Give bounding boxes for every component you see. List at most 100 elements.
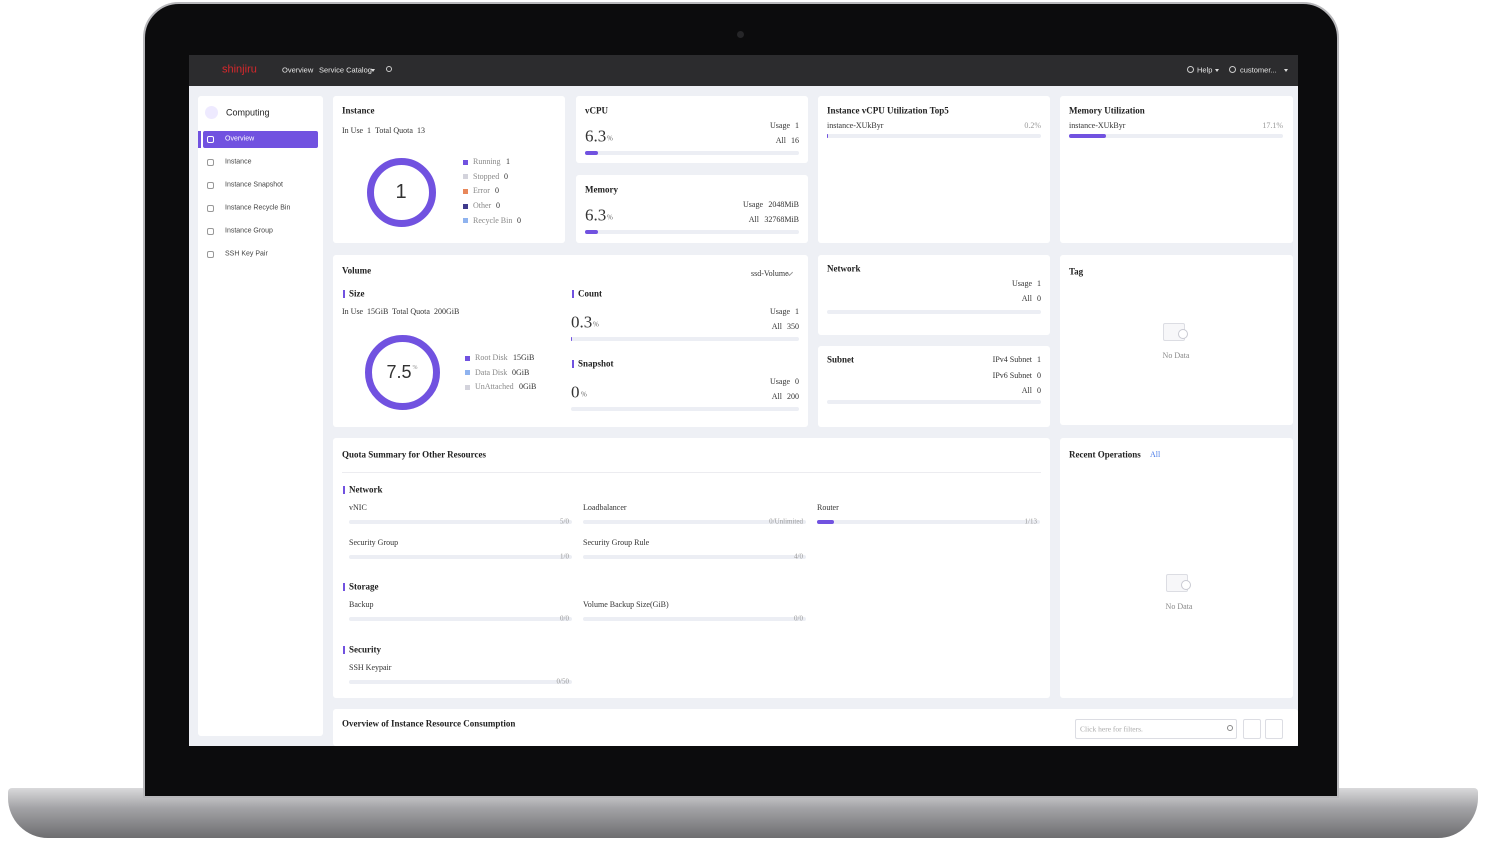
nav-link[interactable]: Overview — [282, 65, 314, 75]
stat-label: Usage — [770, 121, 790, 130]
empty-icon-lens — [1181, 580, 1191, 590]
caret — [1215, 68, 1219, 72]
progress-track — [583, 555, 806, 559]
legend-swatch — [463, 159, 468, 165]
card-title: Volume — [342, 265, 372, 276]
heading-marker — [572, 360, 574, 368]
instance-card — [333, 96, 565, 243]
stat-value: 1 — [795, 307, 799, 316]
progress-track — [349, 555, 572, 559]
subnet-card — [818, 346, 1050, 427]
vcpu_top5-card — [818, 96, 1050, 243]
quota-value: 0/0 — [794, 614, 803, 623]
section-heading: Storage — [349, 581, 379, 592]
quota-name: vNIC — [349, 503, 367, 512]
progress-track — [583, 520, 806, 524]
progress-fill — [1069, 134, 1106, 138]
donut-ring — [366, 157, 436, 227]
stat-value: 16 — [791, 136, 799, 145]
heading-marker — [343, 486, 345, 494]
menu-item[interactable]: Instance Snapshot — [225, 181, 283, 189]
progress-track — [817, 520, 1040, 524]
legend-name: Data Disk — [475, 367, 508, 377]
heading-marker — [343, 290, 345, 298]
card-title: vCPU — [585, 105, 608, 116]
quota-value: 0/0 — [560, 614, 569, 623]
stat-value: 0 — [1037, 386, 1041, 395]
card-title: Memory Utilization — [1069, 105, 1145, 116]
progress-track — [585, 230, 799, 234]
menu-item[interactable]: SSH Key Pair — [225, 250, 268, 258]
divider — [342, 472, 1041, 473]
sidebar — [198, 96, 323, 736]
stat-label: Usage — [770, 377, 790, 386]
quota-name: Loadbalancer — [583, 503, 627, 512]
section-heading: Security — [349, 644, 381, 655]
stat-label: Usage — [770, 307, 790, 316]
menu-item[interactable]: Instance — [225, 158, 252, 166]
stat-label: Usage — [743, 200, 763, 209]
card-title: Instance — [342, 105, 375, 116]
label: In Use — [342, 307, 364, 316]
quota-value: 4/0 — [794, 552, 803, 561]
stat-label: All — [1021, 386, 1032, 395]
legend-value: 15GiB — [513, 353, 535, 362]
active-indicator — [198, 131, 201, 148]
donut-value: 7.5 — [386, 362, 412, 382]
legend-swatch — [465, 370, 470, 376]
icon-button[interactable] — [1243, 719, 1261, 739]
quota-name: Security Group Rule — [583, 538, 650, 547]
percent-unit: % — [593, 320, 599, 329]
row-name: instance-XUkByr — [1069, 121, 1126, 130]
stat-label: All — [748, 215, 759, 224]
stat-label: All — [775, 136, 786, 145]
stat-value: 1 — [795, 121, 799, 130]
stat-label: All — [771, 322, 782, 331]
donut — [364, 334, 440, 410]
progress-track — [827, 310, 1041, 314]
card-title: Overview of Instance Resource Consumptio… — [342, 718, 516, 729]
legend-value: 0GiB — [512, 367, 530, 377]
legend-value: 0GiB — [519, 382, 537, 392]
legend-value: 0 — [504, 171, 508, 181]
legend-swatch — [463, 174, 468, 180]
empty-text: No Data — [1165, 602, 1193, 611]
stat-value: 1 — [1037, 279, 1041, 288]
nav-link[interactable]: Service Catalog — [319, 65, 372, 75]
row-name: instance-XUkByr — [827, 121, 884, 130]
network-card — [818, 255, 1050, 335]
progress-track — [583, 617, 806, 621]
stat-value: 350 — [787, 322, 799, 331]
stat-label: All — [1021, 294, 1032, 303]
donut — [366, 157, 436, 227]
help-menu[interactable]: Help — [1197, 65, 1213, 75]
donut-unit: % — [412, 365, 418, 371]
legend-name: Error — [473, 186, 490, 196]
card-title: Network — [827, 263, 861, 274]
legend-value: 0 — [495, 186, 499, 196]
user-menu[interactable]: customer... — [1240, 65, 1277, 75]
menu-item[interactable]: Instance Recycle Bin — [225, 204, 291, 212]
progress-track — [585, 151, 799, 155]
active-item — [203, 131, 318, 148]
link[interactable]: All — [1150, 450, 1161, 459]
legend-swatch — [463, 188, 468, 194]
search-box[interactable] — [1075, 719, 1237, 739]
donut-value: 1 — [395, 181, 407, 203]
legend-name: Running — [473, 157, 501, 166]
menu-item[interactable]: Overview — [225, 135, 255, 143]
legend-value: 0 — [517, 215, 521, 225]
stat-label: All — [771, 392, 782, 401]
label: In Use — [342, 126, 364, 135]
stat-value: 200 — [787, 392, 799, 401]
donut-ring — [364, 334, 440, 410]
icon-button[interactable] — [1265, 719, 1283, 739]
menu-item[interactable]: Instance Group — [225, 227, 273, 235]
volume-select[interactable]: ssd-Volume — [751, 269, 789, 278]
user-icon — [1229, 66, 1236, 73]
section-heading: Network — [349, 484, 383, 495]
legend-name: Stopped — [473, 171, 500, 181]
memory_util-card — [1060, 96, 1293, 243]
legend-value: 1 — [506, 157, 510, 166]
legend-name: Root Disk — [475, 353, 508, 362]
